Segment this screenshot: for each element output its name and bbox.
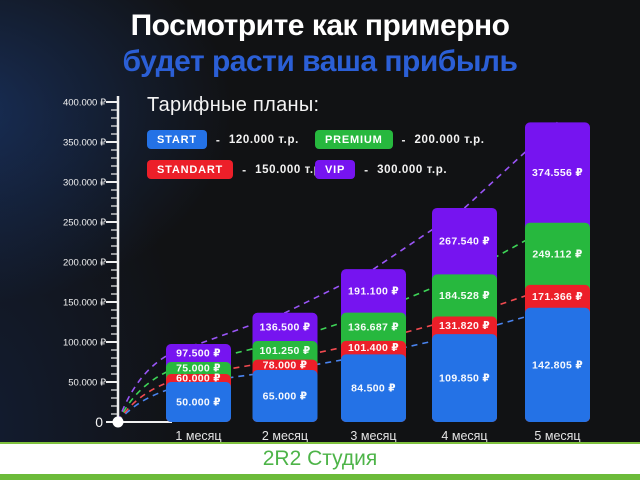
studio-name: 2R2 Студия bbox=[262, 447, 378, 470]
legend-item-start: START - 120.000 т.р. bbox=[147, 130, 315, 149]
bar-value-label: 131.820 ₽ bbox=[439, 320, 490, 332]
title-line-2: будет расти ваша прибыль bbox=[122, 45, 518, 78]
bar-segment-start bbox=[341, 354, 406, 422]
bar-value-label: 78.000 ₽ bbox=[263, 359, 308, 371]
standart-badge: STANDART bbox=[147, 160, 234, 179]
legend-item-premium: PREMIUM - 200.000 т.р. bbox=[315, 130, 485, 149]
standart-price: 150.000 т.р. bbox=[255, 163, 326, 176]
start-price: 120.000 т.р. bbox=[228, 133, 299, 146]
bar-value-label: 184.528 ₽ bbox=[439, 290, 490, 302]
month-label: 2 месяц bbox=[262, 429, 308, 443]
bar-value-label: 50.000 ₽ bbox=[176, 397, 221, 409]
separator: - bbox=[364, 162, 369, 177]
premium-price: 200.000 т.р. bbox=[414, 133, 485, 146]
bar-value-label: 249.112 ₽ bbox=[532, 248, 582, 260]
month-label: 4 месяц bbox=[441, 429, 487, 443]
bar-value-label: 109.850 ₽ bbox=[439, 373, 490, 385]
y-axis-label: 150.000 ₽ bbox=[63, 298, 106, 309]
y-axis-label: 250.000 ₽ bbox=[63, 218, 106, 229]
bar-value-label: 60.000 ₽ bbox=[176, 373, 221, 385]
bar-value-label: 136.687 ₽ bbox=[348, 321, 399, 333]
bar-segment-start bbox=[432, 334, 497, 422]
separator: - bbox=[242, 162, 247, 177]
y-axis-label: 400.000 ₽ bbox=[63, 98, 106, 109]
title-line-1: Посмотрите как примерно bbox=[130, 9, 510, 42]
bar-value-label: 267.540 ₽ bbox=[439, 236, 490, 248]
bar-value-label: 191.100 ₽ bbox=[348, 285, 399, 297]
bar-value-label: 374.556 ₽ bbox=[532, 167, 583, 179]
legend-heading: Тарифные планы: bbox=[147, 94, 320, 116]
vip-badge: VIP bbox=[315, 160, 356, 179]
legend-item-standart: STANDART - 150.000 т.р. bbox=[147, 160, 324, 179]
separator: - bbox=[401, 132, 406, 147]
page-title: Посмотрите как примерно будет расти ваша… bbox=[0, 8, 640, 80]
bar-value-label: 75.000 ₽ bbox=[176, 363, 221, 375]
legend-grid: START - 120.000 т.р. PREMIUM - 200.000 т… bbox=[147, 130, 485, 179]
month-label: 1 месяц bbox=[175, 429, 221, 443]
y-axis-label: 350.000 ₽ bbox=[63, 138, 106, 149]
bar-value-label: 101.250 ₽ bbox=[260, 345, 311, 357]
y-axis-label: 100.000 ₽ bbox=[63, 338, 106, 349]
legend-item-vip: VIP - 300.000 т.р. bbox=[315, 160, 485, 179]
y-axis-label: 200.000 ₽ bbox=[63, 258, 106, 269]
bar-segment-start bbox=[525, 307, 590, 422]
separator: - bbox=[215, 132, 220, 147]
vip-price: 300.000 т.р. bbox=[377, 163, 448, 176]
bar-value-label: 171.366 ₽ bbox=[532, 291, 583, 303]
bar-value-label: 84.500 ₽ bbox=[351, 383, 396, 395]
y-axis-label: 0 bbox=[95, 414, 103, 430]
y-axis-label: 300.000 ₽ bbox=[63, 178, 106, 189]
bar-value-label: 97.500 ₽ bbox=[176, 348, 221, 360]
y-axis-label: 50.000 ₽ bbox=[68, 378, 106, 389]
bar-segment-start bbox=[166, 382, 231, 422]
bar-segment-start bbox=[252, 370, 318, 422]
start-badge: START bbox=[147, 130, 207, 149]
bar-value-label: 142.805 ₽ bbox=[532, 359, 583, 371]
bar-value-label: 136.500 ₽ bbox=[260, 321, 311, 333]
month-label: 3 месяц bbox=[350, 429, 396, 443]
bar-value-label: 101.400 ₽ bbox=[348, 342, 399, 354]
bar-value-label: 65.000 ₽ bbox=[263, 391, 308, 403]
tariff-legend: Тарифные планы: START - 120.000 т.р. PRE… bbox=[147, 94, 485, 179]
month-label: 5 месяц bbox=[534, 429, 580, 443]
origin-dot bbox=[112, 416, 124, 428]
premium-badge: PREMIUM bbox=[315, 130, 393, 149]
footer-banner: 2R2 Студия bbox=[0, 442, 640, 480]
